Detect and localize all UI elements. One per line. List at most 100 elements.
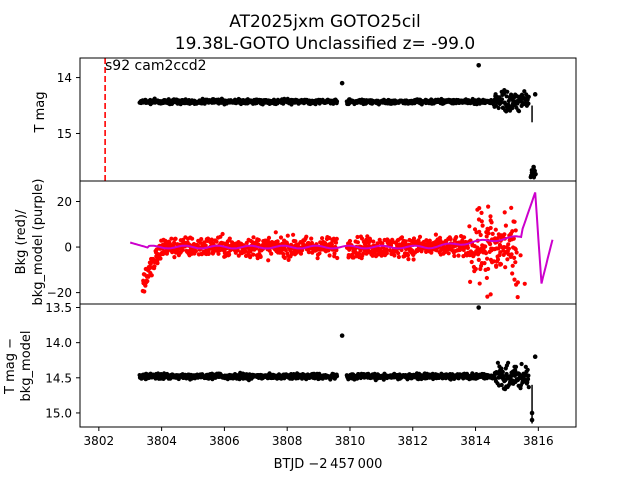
tmag-outlier-point bbox=[532, 92, 538, 97]
bkg-point bbox=[503, 265, 508, 270]
middle-y-tick-label: −20 bbox=[47, 286, 72, 300]
bkg-point bbox=[452, 253, 457, 259]
tmag-point bbox=[510, 106, 515, 111]
bkg-point bbox=[488, 292, 493, 297]
bkg-point bbox=[486, 266, 491, 272]
middle-ylabel-line1: Bkg (red)/ bbox=[14, 209, 29, 274]
bkg-point bbox=[513, 247, 518, 252]
bottom-panel-data bbox=[137, 305, 538, 424]
tmag-point bbox=[509, 92, 514, 97]
top-panel-frame bbox=[79, 57, 577, 182]
residual-point bbox=[526, 373, 531, 378]
bkg-point bbox=[512, 255, 517, 260]
bkg-point bbox=[484, 275, 489, 281]
bkg-point bbox=[227, 252, 232, 257]
bkg-point bbox=[433, 232, 438, 237]
bkg-point bbox=[512, 277, 517, 282]
bkg-point bbox=[320, 236, 325, 241]
residual-point bbox=[526, 385, 531, 390]
residual-point bbox=[506, 360, 511, 365]
bkg-point bbox=[378, 247, 383, 252]
bkg-point bbox=[149, 273, 154, 278]
bkg-point bbox=[293, 239, 298, 244]
residual-outlier-point bbox=[532, 354, 538, 360]
bkg-point bbox=[510, 271, 515, 276]
bkg-point bbox=[503, 223, 508, 228]
bottom-y-ticks: 13.5 14.0 14.5 15.0 bbox=[45, 301, 80, 420]
bkg-point bbox=[361, 251, 366, 256]
bkg-point bbox=[347, 238, 353, 244]
bkg-point bbox=[498, 250, 503, 255]
bkg-point bbox=[248, 255, 253, 260]
bkg-point bbox=[498, 262, 503, 267]
bkg-point bbox=[481, 244, 486, 249]
bkg-point bbox=[152, 264, 157, 269]
bkg-point bbox=[214, 239, 219, 244]
residual-outlier-point bbox=[339, 333, 345, 338]
bkg-point bbox=[494, 259, 500, 264]
residual-point bbox=[525, 377, 531, 382]
bkg-point bbox=[405, 253, 411, 258]
top-y-tick-label: 14 bbox=[57, 71, 72, 85]
bkg-point bbox=[512, 219, 517, 224]
bkg-point bbox=[172, 240, 177, 245]
bkg-point bbox=[490, 231, 495, 236]
bottom-panel-frame bbox=[79, 303, 577, 428]
bkg-point bbox=[473, 266, 478, 272]
bkg-point bbox=[359, 236, 365, 241]
x-axis-label: BTJD −2 457 000 bbox=[274, 457, 383, 472]
bkg-point bbox=[522, 281, 527, 286]
residual-point bbox=[499, 382, 504, 388]
bkg-point bbox=[384, 247, 389, 252]
bkg-point bbox=[479, 210, 484, 215]
bkg-point bbox=[486, 231, 491, 236]
bkg-point bbox=[199, 237, 204, 242]
bkg-point bbox=[227, 236, 232, 241]
residual-outlier-point bbox=[476, 305, 481, 310]
bkg-model-line bbox=[129, 192, 554, 284]
bkg-point bbox=[406, 257, 411, 262]
bkg-point bbox=[486, 204, 491, 209]
bkg-point bbox=[269, 251, 274, 256]
bkg-point bbox=[454, 235, 459, 240]
bkg-point bbox=[496, 246, 501, 251]
x-tick-label: 3802 bbox=[84, 434, 115, 448]
bkg-point bbox=[304, 234, 309, 239]
bkg-point bbox=[416, 238, 421, 243]
bkg-point bbox=[468, 279, 473, 284]
bkg-point bbox=[203, 243, 208, 248]
bkg-point bbox=[266, 235, 272, 240]
bkg-point bbox=[510, 263, 515, 268]
bottom-y-tick-label: 14.0 bbox=[45, 336, 72, 350]
middle-ylabel-line2: bkg_model (purple) bbox=[31, 179, 46, 306]
bkg-point bbox=[479, 260, 484, 266]
bkg-point bbox=[488, 225, 493, 231]
bkg-point bbox=[275, 239, 280, 244]
x-ticks: 3802 3804 3806 3808 3810 3812 3814 3816 bbox=[84, 427, 554, 448]
bkg-point bbox=[478, 232, 483, 238]
bkg-point bbox=[448, 236, 453, 242]
middle-y-tick-label: 20 bbox=[57, 195, 72, 209]
bkg-point bbox=[509, 252, 514, 257]
tmag-point bbox=[522, 89, 527, 94]
ccd-annotation: s92 cam2ccd2 bbox=[105, 58, 207, 74]
bkg-point bbox=[488, 214, 493, 219]
bkg-point bbox=[484, 234, 489, 239]
chart-title-line1: AT2025jxm GOTO25cil bbox=[229, 12, 420, 32]
bkg-point bbox=[506, 246, 511, 251]
bkg-point bbox=[291, 232, 296, 237]
bkg-point bbox=[480, 223, 485, 228]
bkg-point bbox=[154, 247, 159, 252]
bkg-point bbox=[502, 232, 507, 237]
tmag-point bbox=[526, 94, 531, 99]
bkg-point bbox=[488, 218, 493, 223]
bkg-point bbox=[422, 241, 427, 246]
tmag-point bbox=[499, 100, 504, 105]
bkg-point bbox=[396, 254, 401, 260]
middle-y-tick-label: 0 bbox=[64, 241, 72, 255]
bkg-point bbox=[462, 235, 467, 240]
bkg-point bbox=[282, 255, 287, 260]
bkg-point bbox=[477, 281, 482, 286]
bkg-point bbox=[469, 259, 474, 265]
